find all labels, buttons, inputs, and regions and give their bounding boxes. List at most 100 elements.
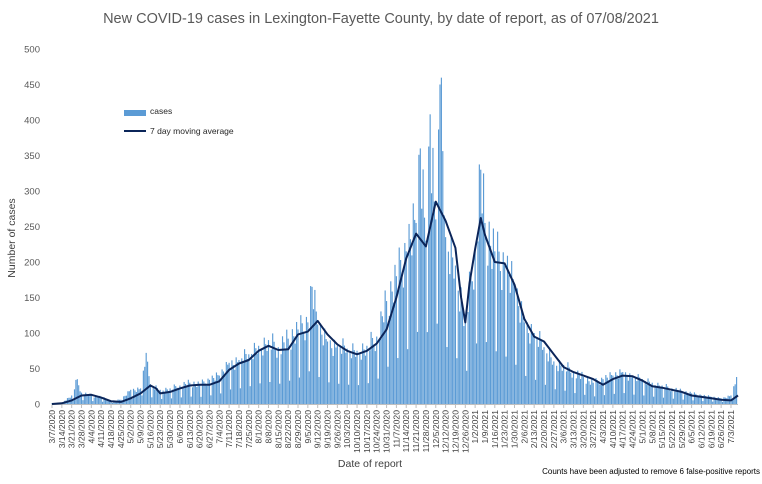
case-bar bbox=[107, 400, 109, 404]
case-bar bbox=[551, 364, 554, 404]
case-bar bbox=[525, 375, 527, 404]
case-bar bbox=[498, 251, 500, 404]
case-bar bbox=[331, 348, 333, 404]
x-tick-label: 3/13/2021 bbox=[569, 410, 579, 448]
case-bar bbox=[616, 375, 618, 404]
case-bar bbox=[536, 337, 538, 404]
case-bar bbox=[660, 388, 662, 404]
case-bar bbox=[440, 77, 442, 405]
case-bar bbox=[491, 268, 493, 404]
case-bar bbox=[194, 384, 196, 404]
case-bar bbox=[473, 289, 475, 404]
case-bar bbox=[144, 366, 146, 404]
case-bar bbox=[72, 399, 74, 404]
x-tick-label: 9/5/2020 bbox=[303, 410, 313, 444]
case-bar bbox=[520, 301, 523, 404]
case-bar bbox=[426, 332, 428, 404]
case-bar bbox=[83, 395, 85, 404]
case-bar bbox=[93, 397, 95, 404]
x-tick-label: 5/29/2021 bbox=[677, 410, 687, 448]
case-bar bbox=[499, 271, 501, 404]
case-bar bbox=[310, 286, 312, 404]
case-bar bbox=[135, 391, 137, 404]
case-bar bbox=[464, 318, 466, 404]
case-bar bbox=[443, 215, 445, 404]
case-bar bbox=[734, 384, 736, 404]
footnote: Counts have been adjusted to remove 6 fa… bbox=[542, 467, 760, 476]
case-bar bbox=[665, 384, 667, 404]
x-tick-label: 4/4/2020 bbox=[86, 410, 96, 444]
case-bar bbox=[599, 384, 601, 404]
case-bar bbox=[445, 237, 447, 404]
case-bar bbox=[539, 331, 541, 404]
case-bar bbox=[315, 311, 317, 404]
case-bar bbox=[684, 394, 686, 404]
case-bar bbox=[457, 290, 459, 404]
case-bar bbox=[592, 382, 594, 404]
case-bar bbox=[505, 356, 507, 404]
x-tick-label: 1/16/2021 bbox=[490, 410, 500, 448]
case-bar bbox=[655, 387, 658, 404]
x-tick-label: 5/1/2021 bbox=[637, 410, 647, 444]
case-bar bbox=[288, 380, 291, 404]
case-bar bbox=[305, 316, 308, 404]
moving-average-line bbox=[51, 200, 739, 405]
case-bar bbox=[317, 324, 319, 404]
case-bar bbox=[206, 385, 208, 404]
case-bar bbox=[439, 84, 441, 404]
case-bar bbox=[657, 382, 659, 404]
case-bar bbox=[280, 354, 282, 404]
case-bar bbox=[152, 386, 154, 404]
case-bar bbox=[388, 315, 390, 404]
case-bar bbox=[579, 379, 582, 404]
y-tick-label: 200 bbox=[24, 258, 40, 269]
case-bar bbox=[225, 361, 227, 404]
case-bar bbox=[156, 388, 158, 404]
case-bar bbox=[466, 370, 468, 404]
x-tick-label: 6/20/2020 bbox=[195, 410, 205, 448]
case-bar bbox=[484, 222, 486, 404]
case-bar bbox=[359, 353, 361, 404]
case-bar bbox=[535, 379, 537, 404]
x-tick-label: 4/3/2021 bbox=[598, 410, 608, 444]
x-tick-label: 7/11/2020 bbox=[224, 410, 234, 448]
case-bar bbox=[504, 265, 506, 404]
case-bar bbox=[574, 393, 576, 404]
x-tick-label: 2/20/2021 bbox=[539, 410, 549, 448]
x-tick-label: 10/17/2020 bbox=[362, 410, 372, 453]
y-tick-label: 450 bbox=[24, 80, 40, 91]
case-bar bbox=[346, 348, 348, 404]
case-bar bbox=[139, 388, 142, 404]
case-bar bbox=[159, 389, 161, 404]
case-bar bbox=[501, 289, 503, 404]
x-tick-label: 3/7/2020 bbox=[47, 410, 57, 444]
case-bar bbox=[575, 378, 577, 404]
case-bar bbox=[342, 338, 344, 404]
case-bar bbox=[452, 257, 454, 404]
case-bar bbox=[414, 219, 416, 404]
case-bar bbox=[111, 402, 114, 404]
case-bar bbox=[446, 347, 448, 404]
case-bar bbox=[523, 322, 525, 404]
case-bar bbox=[617, 378, 620, 404]
case-bar bbox=[591, 379, 593, 404]
case-bar bbox=[253, 342, 255, 404]
case-bar bbox=[258, 345, 260, 404]
case-bar bbox=[421, 208, 423, 404]
case-bar bbox=[532, 334, 534, 404]
x-tick-label: 4/11/2020 bbox=[96, 410, 106, 448]
x-tick-label: 6/13/2020 bbox=[185, 410, 195, 448]
case-bar bbox=[377, 378, 379, 404]
case-bar bbox=[581, 371, 583, 404]
case-bar bbox=[363, 349, 365, 404]
case-bar bbox=[204, 383, 206, 404]
case-bar bbox=[490, 245, 492, 404]
case-bar bbox=[540, 340, 542, 404]
case-bar bbox=[438, 129, 440, 404]
case-bar bbox=[404, 242, 406, 404]
case-bar bbox=[109, 400, 111, 404]
case-bar bbox=[640, 380, 642, 404]
case-bar bbox=[509, 292, 511, 404]
x-tick-label: 8/29/2020 bbox=[293, 410, 303, 448]
case-bar bbox=[321, 334, 323, 404]
